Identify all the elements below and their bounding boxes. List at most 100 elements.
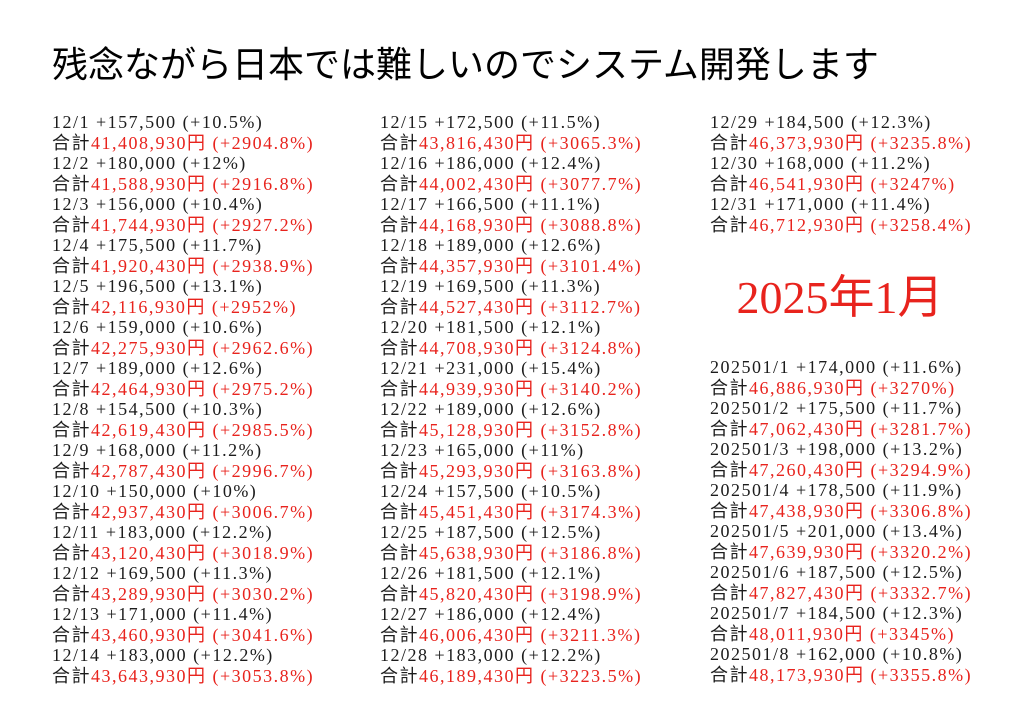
total-label: 合計 <box>52 501 91 522</box>
daily-gain-line: 12/16 +186,000 (+12.4%) <box>380 153 642 174</box>
daily-gain: +169,500 <box>434 276 516 296</box>
record-date: 12/18 <box>380 235 429 255</box>
daily-gain-percent: (+10.8%) <box>882 644 964 664</box>
daily-gain-line: 12/28 +183,000 (+12.2%) <box>380 645 642 666</box>
daily-gain: +181,500 <box>434 563 516 583</box>
record-entry: 12/17 +166,500 (+11.1%) 合計44,168,930円 (+3… <box>380 194 642 235</box>
daily-gain-percent: (+11.7%) <box>882 398 963 418</box>
total-line: 合計46,006,430円 (+3211.3%) <box>380 625 642 646</box>
record-entry: 12/24 +157,500 (+10.5%) 合計45,451,430円 (+3… <box>380 481 642 522</box>
total-percent: (+3174.3%) <box>540 501 643 522</box>
total-amount: 44,168,930円 <box>419 214 535 235</box>
daily-gain-percent: (+12.1%) <box>521 317 602 337</box>
daily-gain-line: 12/6 +159,000 (+10.6%) <box>52 317 314 338</box>
daily-gain-line: 12/15 +172,500 (+11.5%) <box>380 112 642 133</box>
daily-gain: +201,000 <box>796 521 877 541</box>
total-label: 合計 <box>52 583 91 604</box>
daily-gain: +154,500 <box>96 399 177 419</box>
total-amount: 44,357,930円 <box>419 255 535 276</box>
total-line: 合計44,357,930円 (+3101.4%) <box>380 256 642 277</box>
record-date: 12/31 <box>710 194 759 214</box>
total-amount: 47,827,430円 <box>749 582 865 603</box>
total-percent: (+3140.2%) <box>540 378 643 399</box>
record-entry: 12/22 +189,000 (+12.6%) 合計45,128,930円 (+3… <box>380 399 642 440</box>
record-entry: 12/26 +181,500 (+12.1%) 合計45,820,430円 (+3… <box>380 563 642 604</box>
daily-gain: +180,000 <box>96 153 177 173</box>
daily-gain: +184,500 <box>796 603 877 623</box>
total-percent: (+2962.6%) <box>212 337 315 358</box>
record-date: 12/1 <box>52 112 91 132</box>
daily-gain-percent: (+11.3%) <box>521 276 602 296</box>
total-amount: 43,460,930円 <box>91 624 207 645</box>
daily-gain: +196,500 <box>96 276 177 296</box>
total-percent: (+3030.2%) <box>212 583 315 604</box>
daily-gain: +157,500 <box>96 112 177 132</box>
record-entry: 12/3 +156,000 (+10.4%) 合計41,744,930円 (+29… <box>52 194 314 235</box>
total-line: 合計42,787,430円 (+2996.7%) <box>52 461 314 482</box>
daily-gain-percent: (+11.4%) <box>193 604 274 624</box>
record-entry: 202501/2 +175,500 (+11.7%) 合計47,062,430円 … <box>710 398 972 439</box>
total-percent: (+3235.8%) <box>870 132 973 153</box>
daily-gain-line: 12/29 +184,500 (+12.3%) <box>710 112 972 133</box>
record-date: 12/25 <box>380 522 429 542</box>
total-label: 合計 <box>380 460 419 481</box>
total-line: 合計42,464,930円 (+2975.2%) <box>52 379 314 400</box>
daily-gain-line: 12/18 +189,000 (+12.6%) <box>380 235 642 256</box>
total-percent: (+3332.7%) <box>870 582 973 603</box>
total-percent: (+3247%) <box>870 173 956 194</box>
daily-gain-percent: (+15.4%) <box>521 358 602 378</box>
total-line: 合計44,708,930円 (+3124.8%) <box>380 338 642 359</box>
total-percent: (+2996.7%) <box>212 460 315 481</box>
total-line: 合計41,920,430円 (+2938.9%) <box>52 256 314 277</box>
daily-gain-line: 12/11 +183,000 (+12.2%) <box>52 522 314 543</box>
record-date: 12/15 <box>380 112 429 132</box>
total-amount: 41,744,930円 <box>91 214 207 235</box>
total-line: 合計41,408,930円 (+2904.8%) <box>52 133 314 154</box>
daily-gain-percent: (+10%) <box>193 481 258 501</box>
records-column-1: 12/1 +157,500 (+10.5%) 合計41,408,930円 (+29… <box>52 112 314 686</box>
total-amount: 46,373,930円 <box>749 132 865 153</box>
daily-gain: +187,500 <box>434 522 516 542</box>
total-percent: (+3223.5%) <box>540 665 643 686</box>
total-percent: (+2985.5%) <box>212 419 315 440</box>
daily-gain-percent: (+10.4%) <box>182 194 264 214</box>
total-amount: 45,293,930円 <box>419 460 535 481</box>
daily-gain-percent: (+12.1%) <box>521 563 602 583</box>
total-amount: 42,464,930円 <box>91 378 207 399</box>
record-date: 202501/5 <box>710 521 791 541</box>
daily-gain-line: 202501/3 +198,000 (+13.2%) <box>710 439 972 460</box>
record-entry: 12/21 +231,000 (+15.4%) 合計44,939,930円 (+3… <box>380 358 642 399</box>
daily-gain-line: 12/9 +168,000 (+11.2%) <box>52 440 314 461</box>
total-percent: (+3112.7%) <box>540 296 642 317</box>
record-entry: 12/25 +187,500 (+12.5%) 合計45,638,930円 (+3… <box>380 522 642 563</box>
daily-gain-line: 12/26 +181,500 (+12.1%) <box>380 563 642 584</box>
total-line: 合計44,939,930円 (+3140.2%) <box>380 379 642 400</box>
daily-gain-line: 12/13 +171,000 (+11.4%) <box>52 604 314 625</box>
record-entry: 12/8 +154,500 (+10.3%) 合計42,619,430円 (+29… <box>52 399 314 440</box>
total-line: 合計47,639,930円 (+3320.2%) <box>710 542 972 563</box>
total-amount: 43,816,430円 <box>419 132 535 153</box>
record-entry: 12/23 +165,000 (+11%) 合計45,293,930円 (+316… <box>380 440 642 481</box>
daily-gain-percent: (+12.2%) <box>193 645 274 665</box>
record-date: 12/16 <box>380 153 429 173</box>
total-line: 合計45,820,430円 (+3198.9%) <box>380 584 642 605</box>
daily-gain-percent: (+10.3%) <box>182 399 264 419</box>
total-label: 合計 <box>52 132 91 153</box>
daily-gain-percent: (+11.9%) <box>882 480 963 500</box>
record-entry: 12/2 +180,000 (+12%) 合計41,588,930円 (+2916… <box>52 153 314 194</box>
total-amount: 44,939,930円 <box>419 378 535 399</box>
total-label: 合計 <box>52 624 91 645</box>
daily-gain-percent: (+11.3%) <box>193 563 274 583</box>
total-percent: (+3006.7%) <box>212 501 315 522</box>
daily-gain-percent: (+10.6%) <box>182 317 264 337</box>
total-line: 合計43,460,930円 (+3041.6%) <box>52 625 314 646</box>
total-percent: (+3077.7%) <box>540 173 643 194</box>
daily-gain-percent: (+12.3%) <box>851 112 932 132</box>
daily-gain: +186,000 <box>434 604 516 624</box>
total-percent: (+3163.8%) <box>540 460 643 481</box>
daily-gain-percent: (+12.4%) <box>521 604 602 624</box>
record-entry: 202501/1 +174,000 (+11.6%) 合計46,886,930円 … <box>710 357 972 398</box>
total-line: 合計42,275,930円 (+2962.6%) <box>52 338 314 359</box>
total-amount: 48,173,930円 <box>749 664 865 685</box>
total-percent: (+3281.7%) <box>870 418 973 439</box>
